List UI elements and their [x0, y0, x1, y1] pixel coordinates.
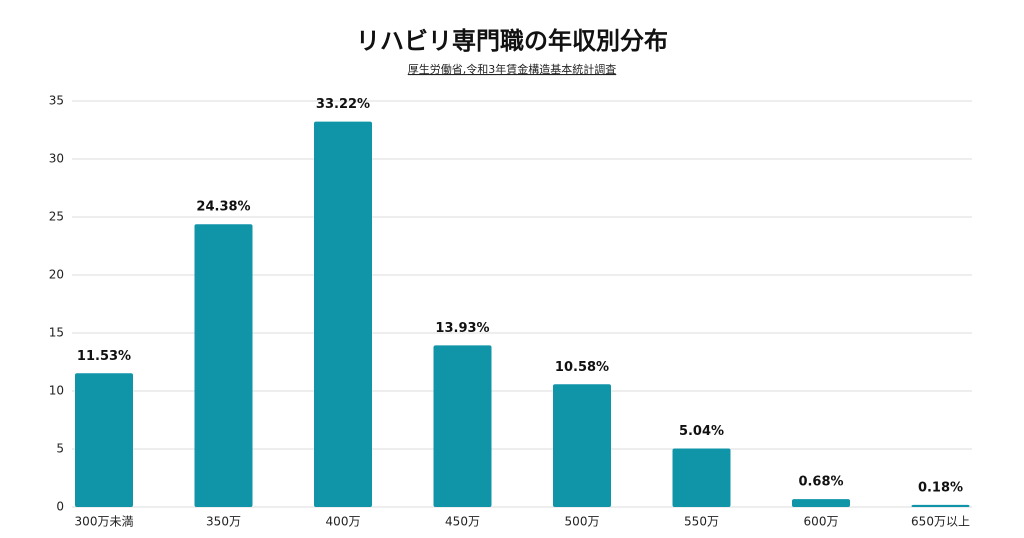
- y-tick-label: 30: [49, 152, 64, 166]
- value-label: 24.38%: [196, 200, 250, 215]
- x-tick-label: 500万: [565, 515, 600, 529]
- chart-subtitle: 厚生労働省,令和3年賃金構造基本統計調査: [408, 62, 617, 76]
- value-label: 5.04%: [679, 424, 724, 439]
- bar: [75, 373, 133, 507]
- y-tick-label: 20: [49, 268, 64, 282]
- value-label: 0.18%: [918, 480, 963, 495]
- bar: [314, 121, 372, 507]
- y-tick-label: 5: [56, 442, 64, 456]
- x-tick-label: 350万: [206, 515, 241, 529]
- value-label: 33.22%: [316, 97, 370, 112]
- y-tick-label: 0: [56, 500, 64, 514]
- x-tick-label: 550万: [684, 515, 719, 529]
- chart-title: リハビリ専門職の年収別分布: [356, 27, 668, 55]
- bar: [672, 448, 731, 507]
- bar: [553, 384, 611, 507]
- y-tick-label: 10: [49, 384, 64, 398]
- bar: [433, 345, 492, 507]
- bar: [792, 499, 850, 507]
- x-tick-label: 650万以上: [911, 515, 970, 529]
- value-label: 10.58%: [555, 360, 609, 375]
- bar: [911, 504, 970, 507]
- value-label: 0.68%: [798, 475, 843, 490]
- y-tick-label: 35: [49, 94, 64, 108]
- bar: [194, 224, 253, 507]
- x-tick-label: 400万: [326, 515, 361, 529]
- x-tick-label: 450万: [445, 515, 480, 529]
- x-tick-label: 300万未満: [75, 515, 134, 529]
- y-tick-label: 15: [49, 326, 64, 340]
- value-label: 11.53%: [77, 349, 131, 364]
- x-tick-label: 600万: [804, 515, 839, 529]
- y-tick-label: 25: [49, 210, 64, 224]
- value-label: 13.93%: [435, 321, 489, 336]
